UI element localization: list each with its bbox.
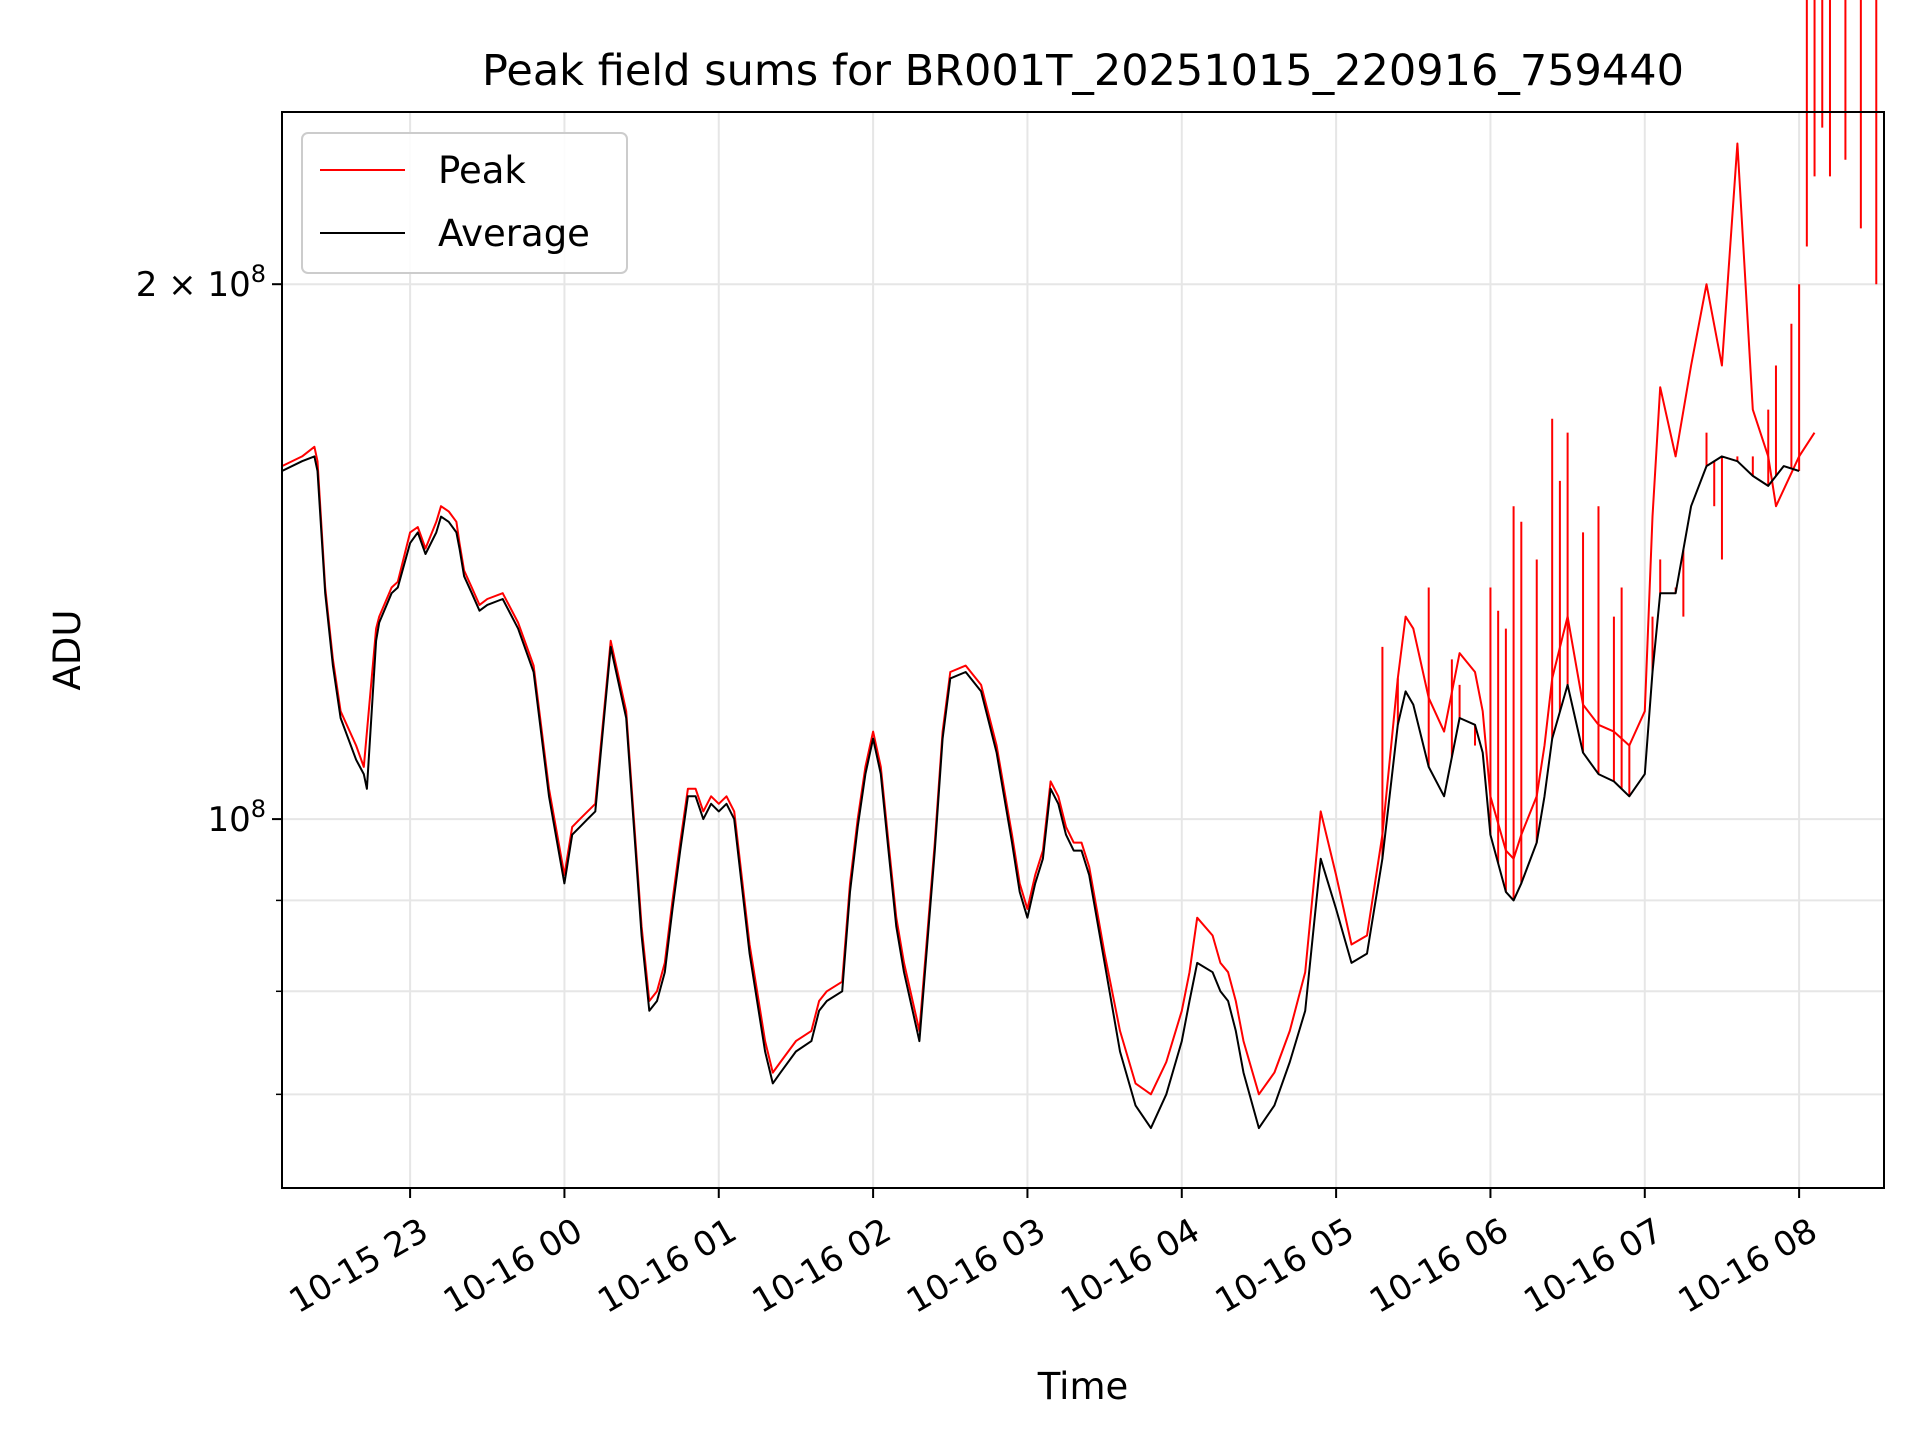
y-tick-label-base: 10 — [207, 800, 250, 840]
y-tick-label-base: 10 — [207, 265, 250, 305]
y-tick-label: 2 × 108 — [136, 260, 266, 305]
x-axis-label: Time — [1037, 1365, 1129, 1408]
legend: Peak Average — [301, 132, 628, 274]
grid-layer — [282, 112, 1884, 1188]
y-tick-label-exponent: 8 — [251, 795, 266, 823]
legend-peak-label: Peak — [438, 149, 526, 192]
legend-box — [301, 132, 628, 274]
series-line-average — [281, 455, 1800, 1130]
y-tick-label-exponent: 8 — [251, 260, 266, 288]
legend-average-label: Average — [438, 212, 590, 255]
axes-frame — [281, 111, 1885, 1189]
y-tick-label-prefix: 2 × — [136, 265, 208, 305]
y-tick-label: 108 — [207, 795, 266, 840]
chart-title: Peak field sums for BR001T_20251015_2209… — [482, 46, 1684, 96]
plot-layer — [281, 0, 1878, 1130]
y-axis-label: ADU — [46, 610, 89, 691]
